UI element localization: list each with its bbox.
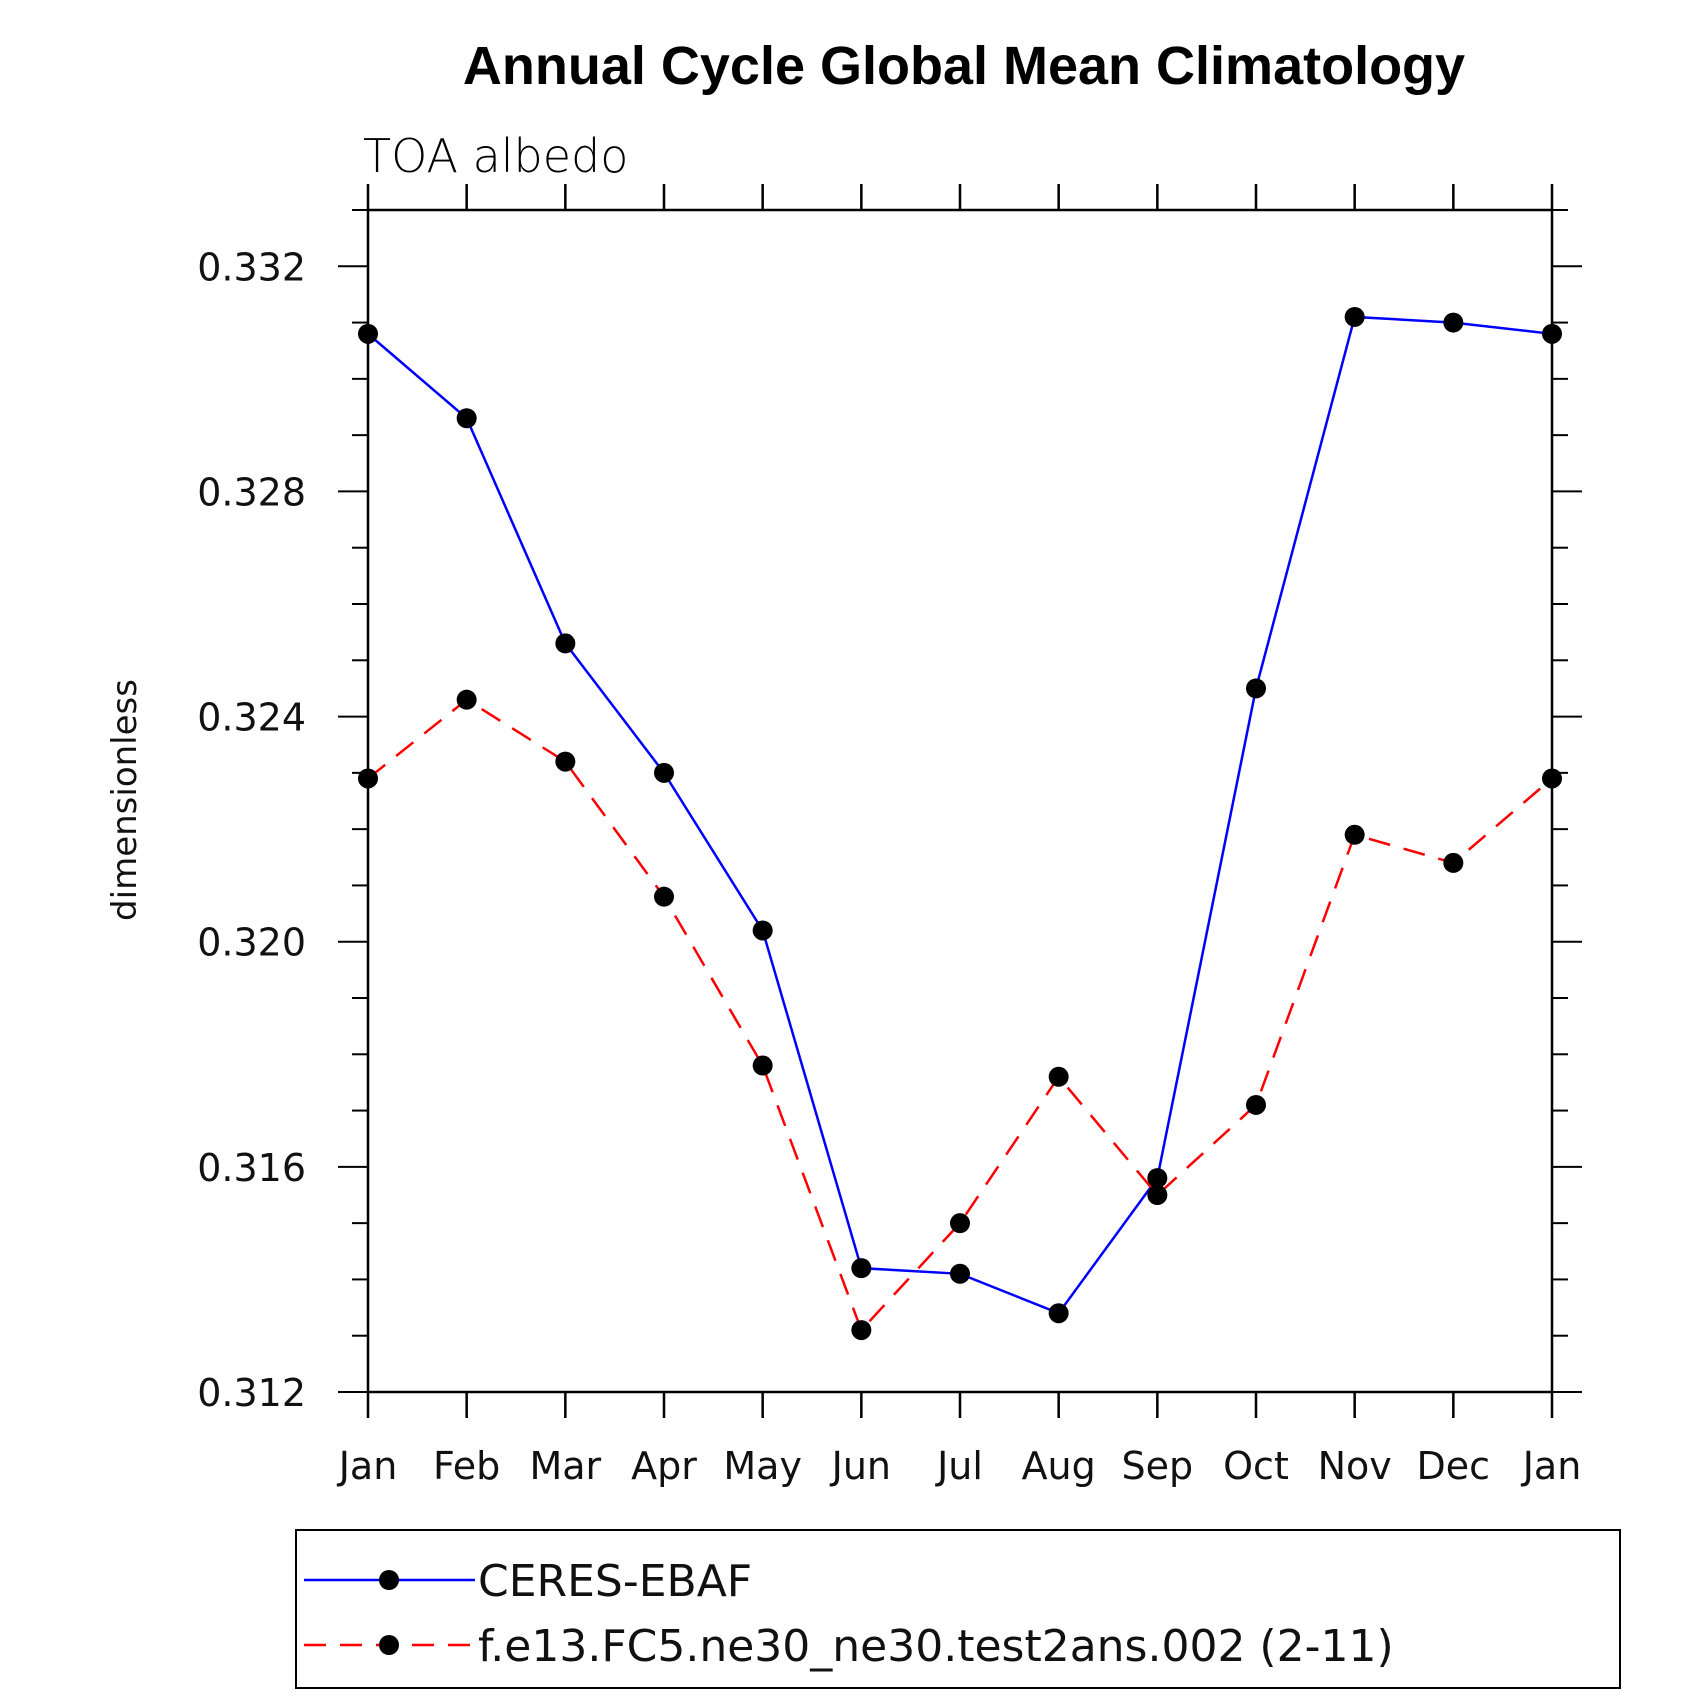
- x-tick-label: Jan: [337, 1444, 398, 1488]
- data-point-0-11: [1443, 312, 1464, 333]
- legend-label-0: CERES-EBAF: [478, 1556, 752, 1607]
- plot-area: Jan Feb Mar Apr May Jun Jul Aug Sep Oct Nov Dec Jan 0…: [197, 184, 1582, 1488]
- x-tick-label: Feb: [433, 1444, 500, 1488]
- series-line-1: [367, 698, 1553, 1333]
- data-point-1-1: [456, 689, 477, 710]
- x-tick-label: Jun: [830, 1444, 891, 1488]
- data-point-1-4: [752, 1055, 773, 1076]
- x-tick-label: Jul: [935, 1444, 983, 1488]
- data-point-0-3: [654, 762, 674, 783]
- data-point-1-2: [555, 751, 576, 772]
- data-point-1-9: [1246, 1094, 1266, 1115]
- legend: CERES-EBAF f.e13.FC5.ne30_ne30.test2ans.0…: [295, 1529, 1621, 1689]
- x-tick-label: Nov: [1318, 1444, 1392, 1488]
- x-tick-label: Mar: [529, 1444, 601, 1488]
- chart-subtitle: TOA albedo: [363, 129, 628, 183]
- x-tick-label: Sep: [1122, 1444, 1194, 1488]
- data-point-1-0: [358, 768, 378, 789]
- data-point-0-10: [1344, 306, 1365, 327]
- data-point-1-11: [1443, 852, 1464, 873]
- data-point-1-5: [851, 1320, 872, 1341]
- data-point-0-7: [1048, 1303, 1069, 1324]
- data-point-0-6: [950, 1263, 970, 1284]
- data-point-0-2: [555, 633, 576, 654]
- data-point-1-6: [950, 1213, 970, 1234]
- legend-marker-1: [379, 1635, 399, 1655]
- legend-marker-0: [379, 1570, 399, 1590]
- x-tick-label: Apr: [631, 1444, 697, 1488]
- data-point-1-8: [1147, 1185, 1168, 1205]
- y-tick-label: 0.332: [197, 245, 306, 289]
- data-point-1-12: [1542, 768, 1562, 789]
- data-point-0-8: [1147, 1168, 1168, 1189]
- y-tick-label: 0.312: [197, 1371, 306, 1415]
- data-point-1-10: [1344, 824, 1365, 845]
- y-tick-label: 0.328: [197, 470, 306, 514]
- data-point-0-1: [456, 408, 477, 429]
- y-tick-label: 0.324: [197, 696, 306, 740]
- x-tick-label: Dec: [1417, 1444, 1491, 1488]
- y-tick-label: 0.320: [197, 921, 306, 965]
- y-tick-label: 0.316: [197, 1146, 306, 1190]
- y-axis-label: dimensionless: [105, 679, 145, 921]
- chart-title: Annual Cycle Global Mean Climatology: [463, 36, 1465, 96]
- data-point-0-5: [851, 1258, 872, 1279]
- x-tick-label: Oct: [1223, 1444, 1289, 1488]
- legend-label-1: f.e13.FC5.ne30_ne30.test2ans.002 (2-11): [478, 1621, 1394, 1672]
- x-tick-label: May: [723, 1444, 802, 1488]
- data-point-1-3: [654, 886, 674, 907]
- series-line-0: [367, 315, 1553, 1315]
- data-point-0-9: [1246, 678, 1266, 699]
- data-point-0-12: [1542, 323, 1562, 344]
- legend-box: [295, 1529, 1621, 1689]
- data-point-1-7: [1048, 1066, 1069, 1087]
- data-point-0-4: [752, 920, 773, 941]
- x-tick-label: Aug: [1022, 1444, 1096, 1488]
- x-tick-label: Jan: [1521, 1444, 1582, 1488]
- data-point-0-0: [358, 323, 378, 344]
